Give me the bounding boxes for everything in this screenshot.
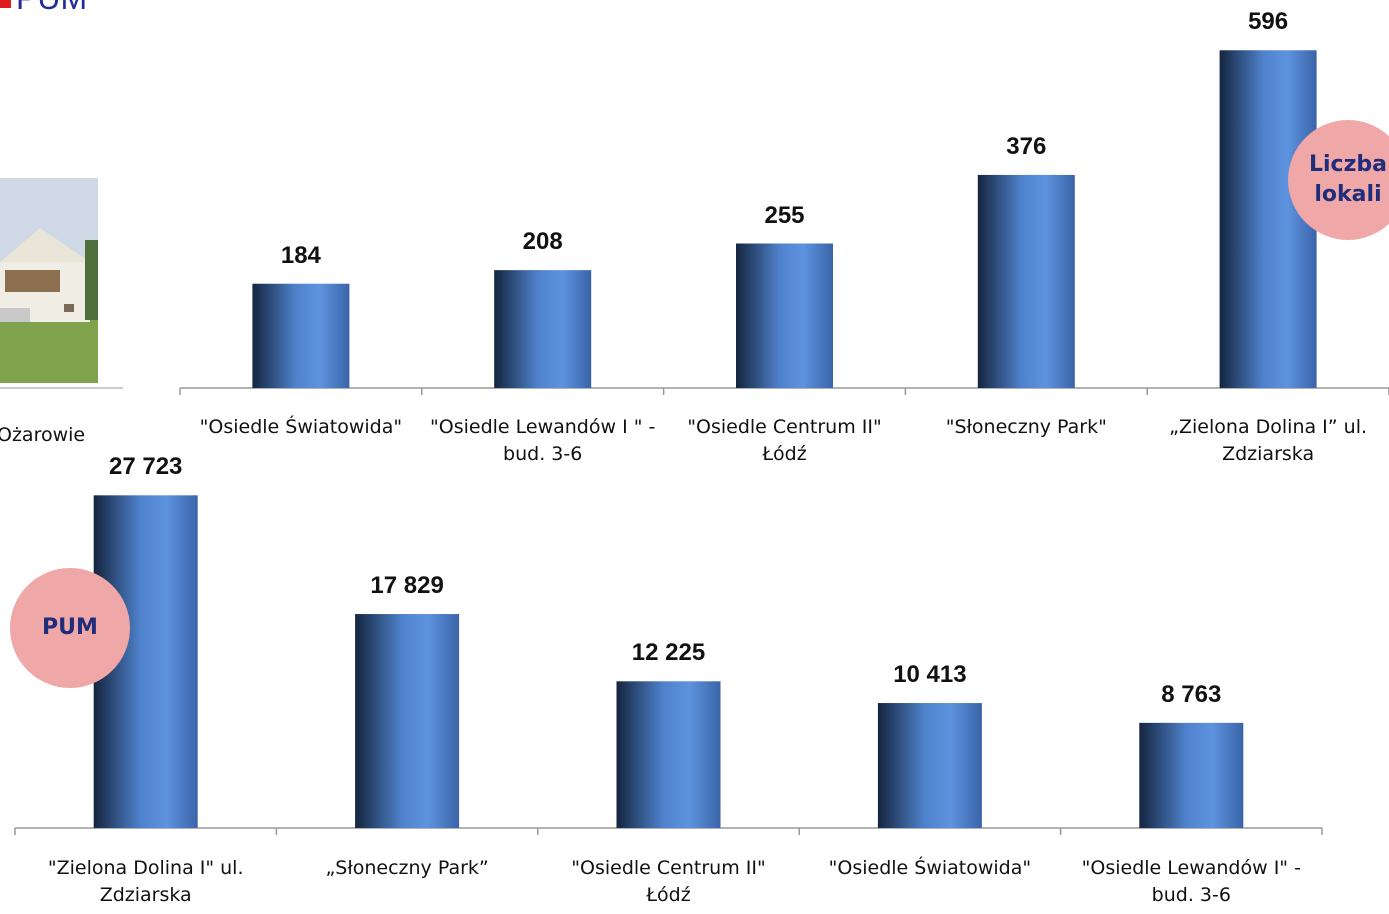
x-tick-label: "Osiedle Światowida"	[828, 857, 1032, 879]
bar	[736, 243, 833, 388]
value-label: 255	[764, 201, 805, 229]
value-label: 10 413	[893, 661, 967, 689]
bar	[1139, 722, 1244, 828]
annotation-badge: PUM	[10, 568, 130, 688]
x-tick-label: "Osiedle Światowida"	[199, 416, 403, 438]
photo	[0, 178, 98, 383]
value-label: 12 225	[631, 639, 706, 667]
x-tick-label: "Osiedle Centrum II" Łódź	[687, 416, 882, 465]
slide-title: PUM	[16, 0, 87, 17]
annotation-badge: Liczba lokali	[1288, 120, 1389, 240]
x-tick-label: "Zielona Dolina I" ul. Zdziarska	[47, 857, 244, 906]
bar	[355, 614, 460, 828]
photo-caption: Ożarowie	[0, 424, 86, 446]
x-tick-label: "Osiedle Lewandów I " - bud. 3-6	[430, 416, 656, 465]
value-label: 8 763	[1161, 680, 1222, 708]
value-label: 17 829	[370, 572, 444, 600]
x-tick-label: "Osiedle Centrum II" Łódź	[571, 857, 766, 906]
bar	[252, 283, 350, 388]
bar	[977, 174, 1075, 388]
bar	[877, 703, 982, 828]
value-label: 27 723	[108, 453, 183, 481]
x-tick-label: "Słoneczny Park"	[945, 416, 1107, 438]
bar	[1219, 50, 1317, 389]
value-label: 184	[280, 241, 321, 269]
bar	[494, 270, 592, 388]
title-marker	[0, 0, 11, 8]
value-label: 376	[1006, 132, 1047, 160]
x-tick-label: „Zielona Dolina I” ul. Zdziarska	[1169, 416, 1368, 465]
x-tick-label: „Słoneczny Park”	[325, 857, 489, 879]
value-label: 208	[522, 228, 563, 256]
value-label: 596	[1248, 8, 1289, 36]
x-tick-label: "Osiedle Lewandów I" - bud. 3-6	[1081, 857, 1301, 906]
bar	[616, 681, 721, 828]
